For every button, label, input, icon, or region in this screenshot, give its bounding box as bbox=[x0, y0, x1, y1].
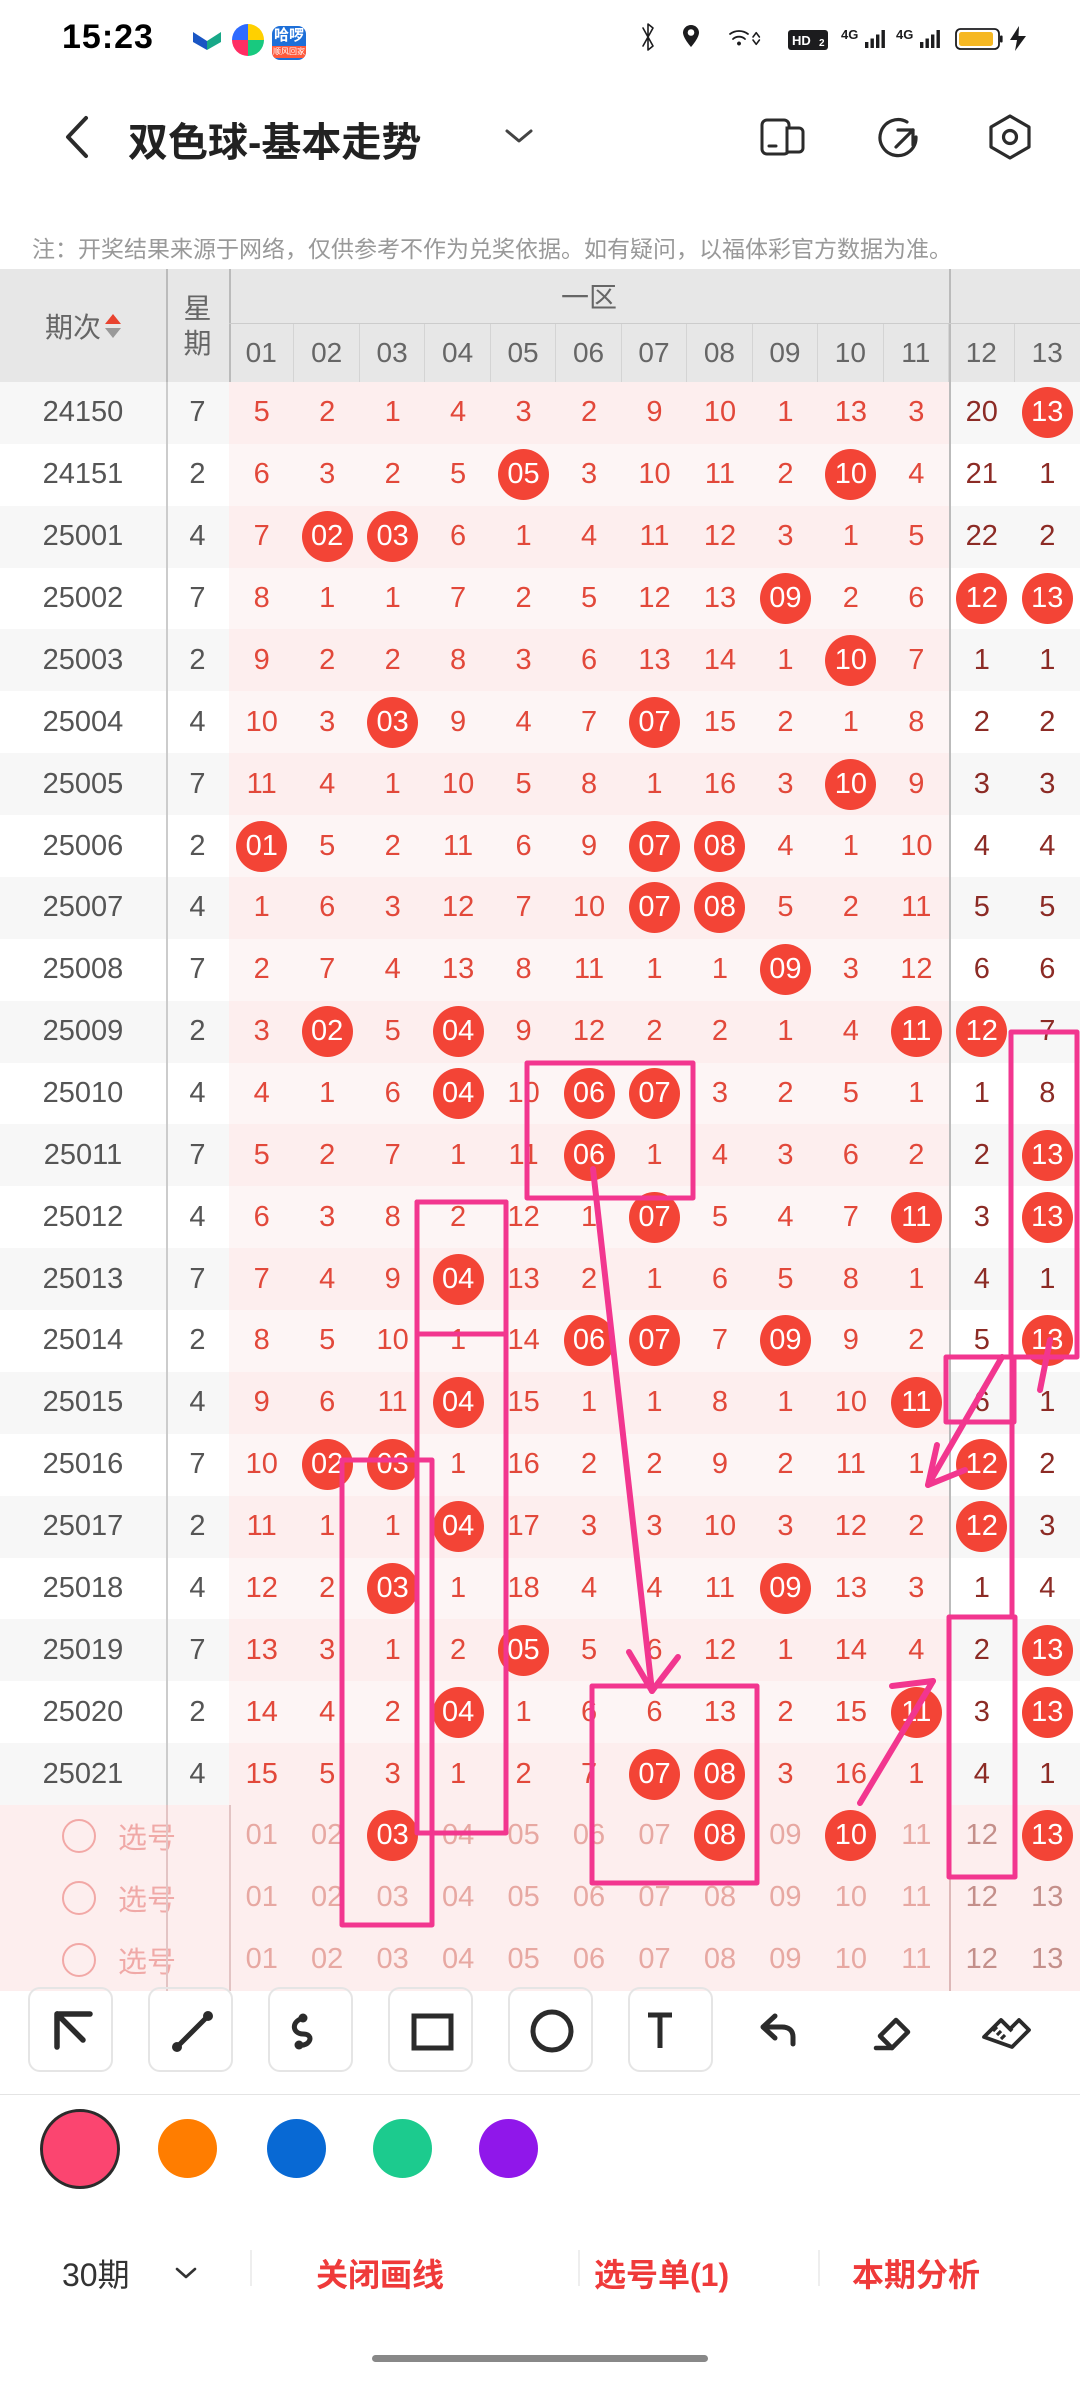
svg-text:HD: HD bbox=[792, 33, 811, 48]
svg-text:4G: 4G bbox=[841, 27, 858, 42]
svg-text:4G: 4G bbox=[896, 27, 913, 42]
svg-text:2: 2 bbox=[819, 38, 825, 49]
